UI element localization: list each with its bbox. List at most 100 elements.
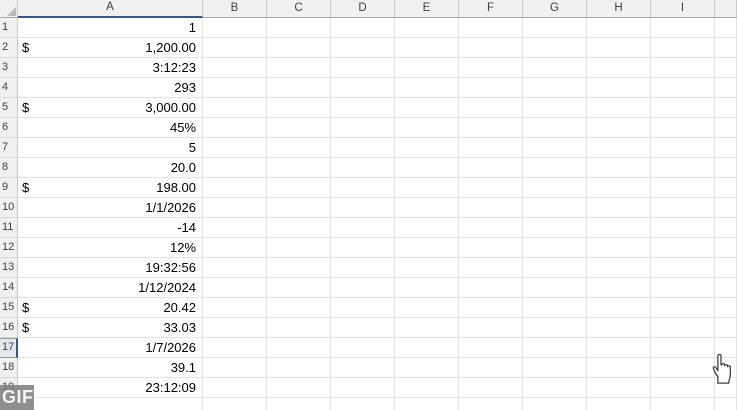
cell-Dpartial[interactable] bbox=[331, 398, 395, 410]
cell-A6[interactable]: 45% bbox=[18, 118, 203, 138]
cell-C1[interactable] bbox=[267, 18, 331, 38]
cell-B5[interactable] bbox=[203, 98, 267, 118]
cell-D9[interactable] bbox=[331, 178, 395, 198]
cell-C4[interactable] bbox=[267, 78, 331, 98]
cell-I3[interactable] bbox=[651, 58, 715, 78]
column-header-A[interactable]: A bbox=[18, 0, 203, 18]
cell-G1[interactable] bbox=[523, 18, 587, 38]
cell-F15[interactable] bbox=[459, 298, 523, 318]
cell-D11[interactable] bbox=[331, 218, 395, 238]
cell-B2[interactable] bbox=[203, 38, 267, 58]
cell-G8[interactable] bbox=[523, 158, 587, 178]
cell-D4[interactable] bbox=[331, 78, 395, 98]
cell-A15[interactable]: $20.42 bbox=[18, 298, 203, 318]
cell-D8[interactable] bbox=[331, 158, 395, 178]
cell-partial-3[interactable] bbox=[715, 58, 737, 78]
cell-partial-7[interactable] bbox=[715, 138, 737, 158]
cell-F12[interactable] bbox=[459, 238, 523, 258]
cell-G5[interactable] bbox=[523, 98, 587, 118]
row-header-10[interactable]: 10 bbox=[0, 198, 18, 218]
row-header-1[interactable]: 1 bbox=[0, 18, 18, 38]
row-header-3[interactable]: 3 bbox=[0, 58, 18, 78]
cell-I6[interactable] bbox=[651, 118, 715, 138]
cell-E9[interactable] bbox=[395, 178, 459, 198]
cell-D7[interactable] bbox=[331, 138, 395, 158]
cell-I1[interactable] bbox=[651, 18, 715, 38]
column-header-C[interactable]: C bbox=[267, 0, 331, 18]
cell-A17[interactable]: 1/7/2026 bbox=[18, 338, 203, 358]
cell-F10[interactable] bbox=[459, 198, 523, 218]
cell-Fpartial[interactable] bbox=[459, 398, 523, 410]
cell-D6[interactable] bbox=[331, 118, 395, 138]
cell-H5[interactable] bbox=[587, 98, 651, 118]
cell-E8[interactable] bbox=[395, 158, 459, 178]
cell-Apartial[interactable] bbox=[18, 398, 203, 410]
cell-C19[interactable] bbox=[267, 378, 331, 398]
cell-C11[interactable] bbox=[267, 218, 331, 238]
cell-C5[interactable] bbox=[267, 98, 331, 118]
cell-B15[interactable] bbox=[203, 298, 267, 318]
cell-H16[interactable] bbox=[587, 318, 651, 338]
cell-H18[interactable] bbox=[587, 358, 651, 378]
cell-F3[interactable] bbox=[459, 58, 523, 78]
cell-A16[interactable]: $33.03 bbox=[18, 318, 203, 338]
cell-partial-17[interactable] bbox=[715, 338, 737, 358]
cell-H14[interactable] bbox=[587, 278, 651, 298]
cell-E4[interactable] bbox=[395, 78, 459, 98]
cell-partial-11[interactable] bbox=[715, 218, 737, 238]
cell-F2[interactable] bbox=[459, 38, 523, 58]
cell-G11[interactable] bbox=[523, 218, 587, 238]
cell-H13[interactable] bbox=[587, 258, 651, 278]
cell-B1[interactable] bbox=[203, 18, 267, 38]
cell-A11[interactable]: -14 bbox=[18, 218, 203, 238]
cell-G3[interactable] bbox=[523, 58, 587, 78]
cell-I18[interactable] bbox=[651, 358, 715, 378]
cell-B7[interactable] bbox=[203, 138, 267, 158]
cell-I12[interactable] bbox=[651, 238, 715, 258]
cell-C3[interactable] bbox=[267, 58, 331, 78]
cell-D15[interactable] bbox=[331, 298, 395, 318]
cell-partial-1[interactable] bbox=[715, 18, 737, 38]
cell-H1[interactable] bbox=[587, 18, 651, 38]
cell-I8[interactable] bbox=[651, 158, 715, 178]
cell-E10[interactable] bbox=[395, 198, 459, 218]
cell-F14[interactable] bbox=[459, 278, 523, 298]
cell-F16[interactable] bbox=[459, 318, 523, 338]
column-header-E[interactable]: E bbox=[395, 0, 459, 18]
cell-F11[interactable] bbox=[459, 218, 523, 238]
cell-partial-13[interactable] bbox=[715, 258, 737, 278]
cell-F4[interactable] bbox=[459, 78, 523, 98]
row-header-13[interactable]: 13 bbox=[0, 258, 18, 278]
cell-E5[interactable] bbox=[395, 98, 459, 118]
cell-partial-partial[interactable] bbox=[715, 398, 737, 410]
cell-B13[interactable] bbox=[203, 258, 267, 278]
cell-G18[interactable] bbox=[523, 358, 587, 378]
cell-F13[interactable] bbox=[459, 258, 523, 278]
cell-E11[interactable] bbox=[395, 218, 459, 238]
cell-I4[interactable] bbox=[651, 78, 715, 98]
cell-E7[interactable] bbox=[395, 138, 459, 158]
cell-I15[interactable] bbox=[651, 298, 715, 318]
cell-partial-8[interactable] bbox=[715, 158, 737, 178]
cell-G10[interactable] bbox=[523, 198, 587, 218]
cell-D10[interactable] bbox=[331, 198, 395, 218]
cell-B16[interactable] bbox=[203, 318, 267, 338]
cell-E19[interactable] bbox=[395, 378, 459, 398]
cell-B11[interactable] bbox=[203, 218, 267, 238]
cell-H8[interactable] bbox=[587, 158, 651, 178]
cell-I7[interactable] bbox=[651, 138, 715, 158]
column-header-H[interactable]: H bbox=[587, 0, 651, 18]
cell-Bpartial[interactable] bbox=[203, 398, 267, 410]
cell-C9[interactable] bbox=[267, 178, 331, 198]
column-header-B[interactable]: B bbox=[203, 0, 267, 18]
cell-A10[interactable]: 1/1/2026 bbox=[18, 198, 203, 218]
cell-I14[interactable] bbox=[651, 278, 715, 298]
cell-I2[interactable] bbox=[651, 38, 715, 58]
cell-B4[interactable] bbox=[203, 78, 267, 98]
cell-F1[interactable] bbox=[459, 18, 523, 38]
cell-partial-10[interactable] bbox=[715, 198, 737, 218]
cell-D5[interactable] bbox=[331, 98, 395, 118]
cell-H4[interactable] bbox=[587, 78, 651, 98]
cell-B9[interactable] bbox=[203, 178, 267, 198]
cell-partial-19[interactable] bbox=[715, 378, 737, 398]
